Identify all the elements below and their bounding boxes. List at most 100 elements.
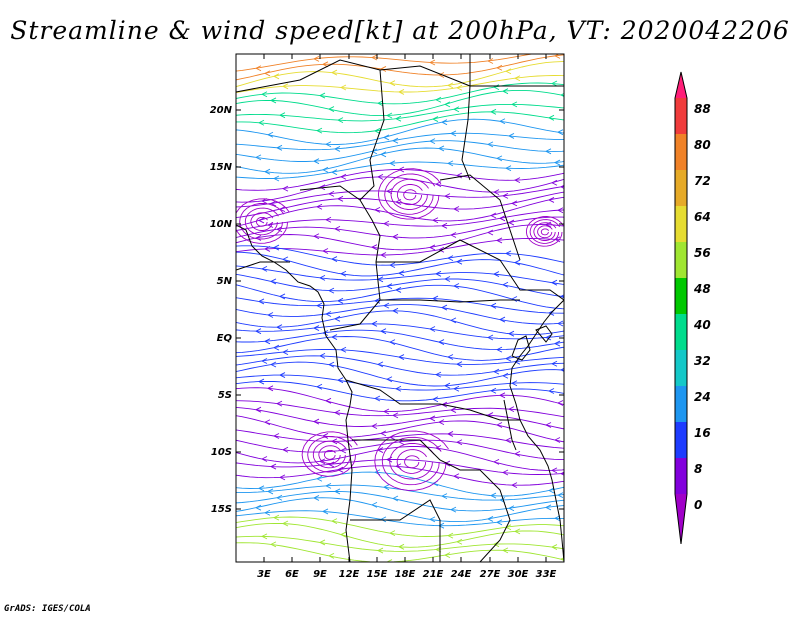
streamline-arrow: [371, 501, 378, 508]
streamline-arrow: [429, 415, 436, 422]
streamline-arrow: [282, 520, 289, 527]
streamline-arrow: [282, 185, 289, 192]
streamline-arrow: [557, 207, 564, 214]
colorbar-segment: [675, 206, 687, 242]
streamline-arrow: [450, 130, 457, 137]
streamline-arrow: [551, 279, 558, 286]
streamline: [236, 140, 564, 162]
streamline: [236, 132, 564, 151]
streamline-arrow: [392, 137, 399, 144]
streamline-arrow: [334, 315, 341, 322]
streamline-vortex: [540, 228, 549, 236]
streamline-arrow: [502, 192, 509, 199]
streamline-arrow: [505, 250, 512, 257]
streamline-arrow: [450, 232, 457, 238]
streamline-arrow: [557, 400, 564, 406]
streamline-arrow: [499, 316, 506, 323]
streamline-arrow: [398, 543, 405, 550]
streamline-arrow: [435, 270, 442, 277]
streamline-arrow: [340, 173, 347, 180]
streamline-arrow: [279, 112, 286, 119]
streamline-arrow: [490, 387, 497, 394]
colorbar-label-72: 72: [694, 174, 711, 188]
streamline-arrow: [398, 270, 405, 277]
streamline: [236, 297, 564, 314]
lat-label-10n: 10N: [210, 219, 233, 230]
streamline-arrow: [371, 320, 378, 327]
lat-label-15n: 15N: [210, 162, 233, 173]
streamline-arrow: [447, 82, 454, 89]
streamline-arrow: [496, 155, 503, 162]
colorbar-label-48: 48: [693, 282, 711, 296]
streamline-arrow: [374, 207, 381, 213]
streamline-vortex: [377, 168, 442, 220]
streamline-arrow: [487, 229, 494, 236]
streamline-vortex: [250, 212, 274, 231]
streamline: [236, 361, 564, 387]
streamline-arrow: [261, 533, 268, 540]
streamline-arrow: [325, 482, 332, 489]
streamline-vortex: [403, 189, 417, 201]
streamline-arrow: [279, 474, 286, 481]
streamline-arrow: [334, 409, 341, 416]
streamline-vortex: [301, 431, 358, 477]
streamline-arrow: [331, 334, 338, 340]
streamline-arrow: [273, 514, 280, 521]
streamline-arrow: [389, 339, 396, 346]
lon-label-27e: 27E: [480, 569, 501, 580]
streamline-arrow: [505, 437, 512, 444]
streamline-arrow: [496, 346, 503, 353]
streamline-arrow: [319, 274, 326, 281]
lat-label-15s: 15S: [211, 504, 232, 515]
streamline: [236, 245, 564, 266]
streamline-vortex: [537, 225, 553, 239]
lon-label-18e: 18E: [395, 569, 416, 580]
colorbar-label-40: 40: [693, 318, 711, 332]
streamline-arrow: [496, 519, 503, 526]
colorbar-segment: [675, 350, 687, 386]
streamline: [236, 54, 564, 81]
streamline-arrow: [493, 271, 500, 277]
colorbar-segment: [675, 422, 687, 458]
streamline-arrow: [429, 516, 436, 523]
streamline: [236, 387, 564, 413]
streamline-arrow: [264, 509, 271, 516]
streamline-arrow: [502, 547, 509, 554]
streamline-arrow: [505, 355, 512, 362]
streamline-arrow: [374, 297, 381, 304]
streamline-arrow: [456, 361, 463, 368]
streamline-arrow: [508, 330, 515, 337]
streamline-arrow: [322, 248, 329, 254]
streamline-arrow: [261, 358, 268, 364]
colorbar-label-0: 0: [694, 498, 702, 512]
streamline: [236, 484, 564, 501]
streamline-arrow: [386, 283, 393, 290]
streamline-arrow: [554, 340, 561, 347]
streamline-arrow: [267, 488, 274, 495]
streamline-arrow: [279, 372, 286, 378]
streamline-arrow: [441, 222, 448, 229]
lon-label-6e: 6E: [285, 569, 299, 580]
streamline-arrow: [316, 127, 323, 134]
streamline-arrow: [258, 119, 265, 126]
streamline-arrow: [447, 354, 454, 360]
colorbar-segment: [675, 458, 687, 494]
streamline-arrow: [551, 467, 558, 474]
streamline-vortex: [533, 222, 557, 241]
colorbar-segment: [675, 386, 687, 422]
lon-label-33e: 33E: [536, 569, 557, 580]
streamline-arrow: [456, 538, 463, 545]
streamline-arrow: [264, 419, 271, 426]
streamline-arrow: [267, 312, 274, 318]
streamline-vortex: [255, 216, 268, 227]
streamline-arrow: [337, 117, 344, 124]
streamline-arrow: [325, 141, 332, 148]
streamline-arrow: [511, 482, 518, 489]
streamline-arrow: [444, 101, 451, 108]
colorbar-label-32: 32: [694, 354, 711, 368]
streamline: [236, 516, 564, 537]
streamline-arrow: [456, 84, 463, 91]
streamline-arrow: [441, 119, 448, 126]
streamline-arrow: [389, 160, 396, 167]
streamline-arrow: [270, 541, 277, 548]
